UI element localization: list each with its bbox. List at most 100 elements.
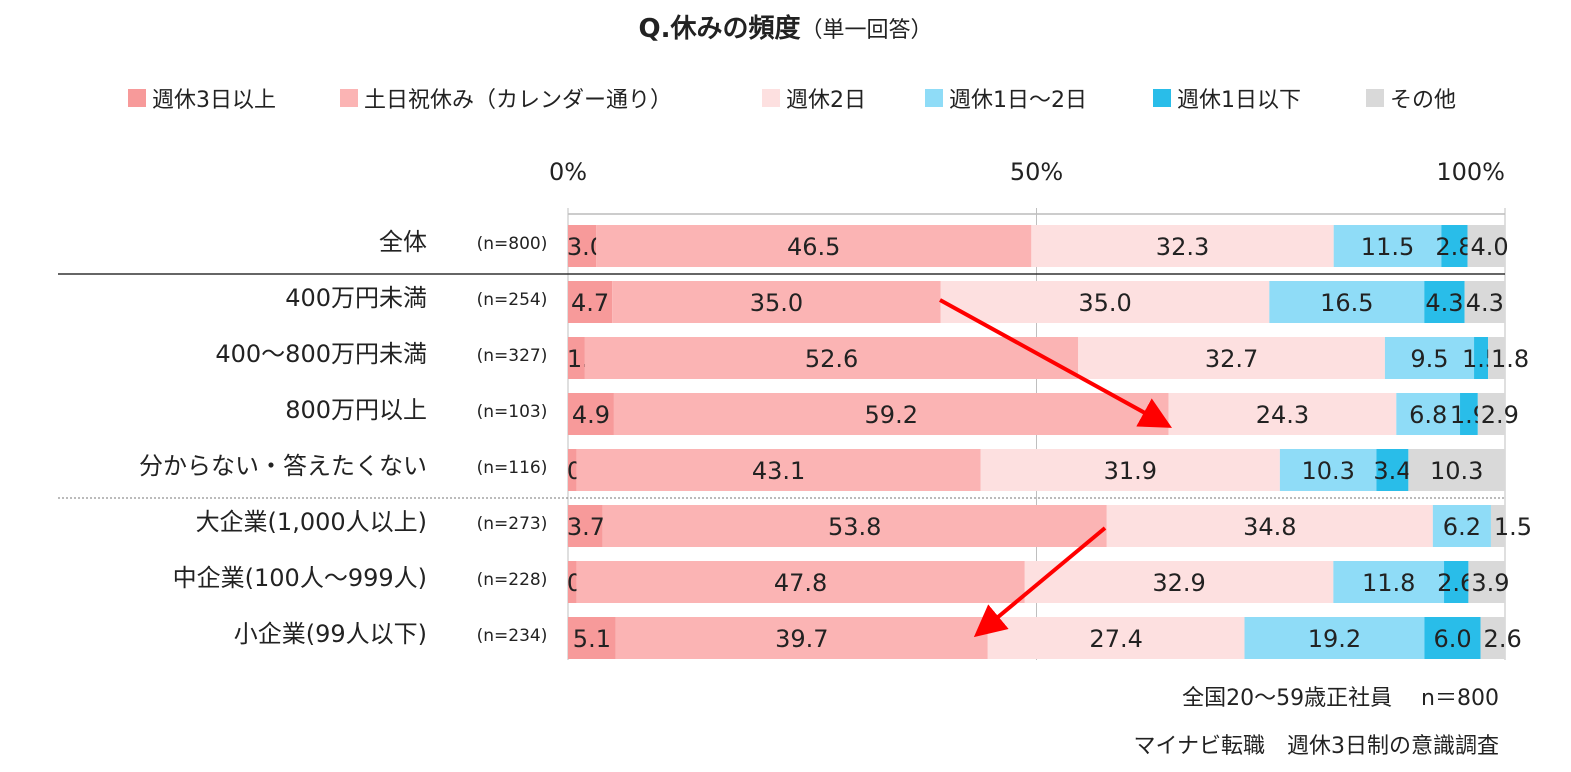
bar-segment <box>612 281 941 323</box>
bar-segment <box>987 617 1245 659</box>
data-label: 9.5 <box>1410 345 1448 373</box>
row-n-label: (n=254) <box>477 290 548 310</box>
data-label: 53.8 <box>828 513 881 541</box>
bar-segment <box>1460 393 1478 435</box>
legend-swatch <box>1153 89 1171 107</box>
row-label: 400～800万円未満 <box>215 340 427 368</box>
legend-label: 週休2日 <box>786 88 866 113</box>
bar-segment <box>1078 337 1385 379</box>
bar-segment <box>1384 337 1475 379</box>
bar-segment <box>1396 393 1461 435</box>
bar-segment <box>1279 449 1377 491</box>
data-label: 10.3 <box>1430 457 1483 485</box>
legend-item-1: 週休3日以上 <box>128 82 276 114</box>
data-label: 31.9 <box>1104 457 1157 485</box>
row-n-label: (n=103) <box>477 402 548 422</box>
data-label: 24.3 <box>1256 401 1309 429</box>
legend-swatch <box>925 89 943 107</box>
bar-segment <box>568 449 577 491</box>
data-label: 2.6 <box>1484 625 1522 653</box>
bar-segment <box>1464 281 1505 323</box>
data-label: 43.1 <box>752 457 805 485</box>
data-label: 2.9 <box>1481 401 1519 429</box>
source-line-2: マイナビ転職 週休3日制の意識調査 <box>1133 734 1499 759</box>
bar-segment <box>1031 225 1334 267</box>
row-label: 大企業(1,000人以上) <box>196 508 427 536</box>
bar-segment <box>1424 281 1465 323</box>
chart-title-main: Q.休みの頻度 <box>638 14 801 44</box>
data-label: 52.6 <box>805 345 858 373</box>
data-label: 47.8 <box>774 569 827 597</box>
bar-segment <box>1480 617 1505 659</box>
trend-arrow <box>973 526 1107 638</box>
bar-segment <box>1468 561 1505 603</box>
row-label: 分からない・答えたくない <box>139 452 427 480</box>
data-label: 11.8 <box>1362 569 1415 597</box>
legend-item-4: 週休1日～2日 <box>925 82 1087 114</box>
data-label: 4.3 <box>1466 289 1504 317</box>
row-label: 400万円未満 <box>285 284 427 312</box>
bar-segment <box>1376 449 1409 491</box>
bar-segment <box>568 281 613 323</box>
bar-segment <box>1432 505 1491 547</box>
legend-label: 土日祝休み（カレンダー通り） <box>364 88 673 113</box>
legend-item-5: 週休1日以下 <box>1153 82 1301 114</box>
data-label: 35.0 <box>750 289 803 317</box>
data-label: 4.0 <box>1470 233 1508 261</box>
legend-item-3: 週休2日 <box>762 82 866 114</box>
bar-segment <box>568 561 577 603</box>
bar-segment <box>1444 561 1469 603</box>
legend-label: 週休3日以上 <box>152 88 276 113</box>
source-line-1: 全国20～59歳正社員 n＝800 <box>1182 686 1499 711</box>
data-label: 6.0 <box>1433 625 1471 653</box>
data-label: 4.9 <box>572 401 610 429</box>
data-label: 3.9 <box>1471 569 1509 597</box>
bar-segment <box>568 337 585 379</box>
row-label: 全体 <box>379 228 427 256</box>
legend-swatch <box>1366 89 1384 107</box>
bar-segment <box>1474 337 1489 379</box>
legend-label: 週休1日以下 <box>1177 88 1301 113</box>
legend-swatch <box>340 89 358 107</box>
data-label: 19.2 <box>1308 625 1361 653</box>
row-label: 中企業(100人～999人) <box>173 564 427 592</box>
row-n-label: (n=234) <box>477 626 548 646</box>
data-label: 10.3 <box>1301 457 1354 485</box>
row-n-label: (n=800) <box>477 234 548 254</box>
bar-segment <box>596 225 1032 267</box>
data-label: 39.7 <box>775 625 828 653</box>
bar-segment <box>576 449 981 491</box>
data-label: 59.2 <box>865 401 918 429</box>
legend-label: 週休1日～2日 <box>949 88 1087 113</box>
data-label: 2.8 <box>1435 233 1473 261</box>
data-label: 32.9 <box>1152 569 1205 597</box>
data-label: 32.7 <box>1205 345 1258 373</box>
chart-title-sub: （単一回答） <box>800 18 933 43</box>
bar-segment <box>1408 449 1505 491</box>
row-n-label: (n=273) <box>477 514 548 534</box>
row-n-label: (n=116) <box>477 458 548 478</box>
bar-segment <box>980 449 1280 491</box>
legend: 週休3日以上 土日祝休み（カレンダー通り） 週休2日 週休1日～2日 週休1日以下 その他 <box>0 82 1571 114</box>
row-n-label: (n=327) <box>477 346 548 366</box>
data-label: 3.4 <box>1373 457 1411 485</box>
legend-item-2: 土日祝休み（カレンダー通り） <box>340 82 672 114</box>
bar-segment <box>602 505 1107 547</box>
row-label: 小企業(99人以下) <box>234 620 427 648</box>
data-label: 3.7 <box>567 513 605 541</box>
legend-swatch <box>762 89 780 107</box>
data-label: 5.1 <box>573 625 611 653</box>
data-label: 4.3 <box>1425 289 1463 317</box>
bar-segment <box>584 337 1079 379</box>
data-label: 6.2 <box>1443 513 1481 541</box>
bar-segment <box>613 393 1169 435</box>
bar-segment <box>1477 393 1505 435</box>
bar-segment <box>615 617 988 659</box>
bar-segment <box>1333 561 1445 603</box>
legend-item-6: その他 <box>1366 82 1456 114</box>
data-label: 32.3 <box>1156 233 1209 261</box>
data-label: 46.5 <box>787 233 840 261</box>
bar-segment <box>1490 505 1505 547</box>
row-n-label: (n=228) <box>477 570 548 590</box>
bar-segment <box>568 225 597 267</box>
